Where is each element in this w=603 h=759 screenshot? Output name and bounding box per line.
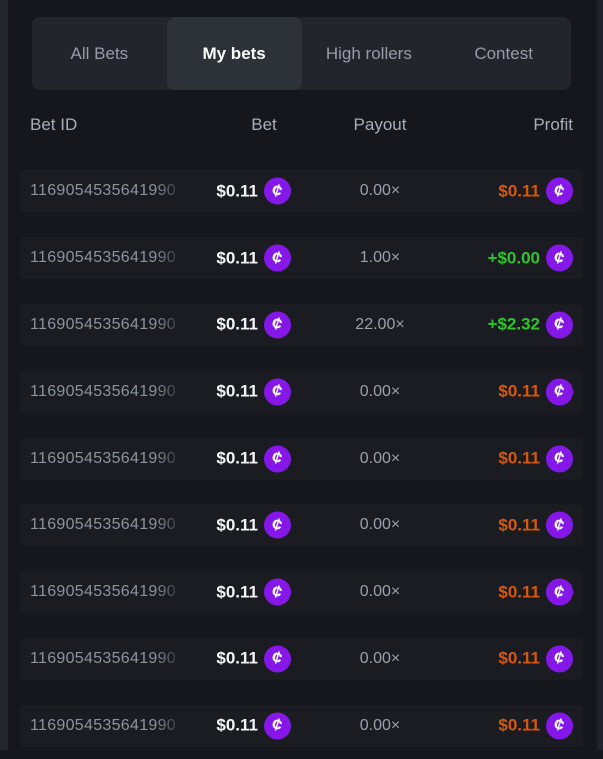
bet-amount: $0.11 ¢ [216, 511, 291, 539]
coin-icon: ¢ [546, 445, 573, 473]
profit-value: $0.11 [498, 448, 540, 468]
header-bet-id: Bet ID [30, 115, 78, 134]
bet-id: 1169054535641990 [30, 449, 185, 468]
coin-icon: ¢ [264, 712, 291, 740]
bet-id: 1169054535641990 [30, 382, 185, 401]
table-row[interactable]: 1169054535641990 $0.11 ¢ 0.00× $0.11 ¢ [0, 692, 603, 759]
bet-id: 1169054535641990 [30, 649, 185, 668]
bet-id: 1169054535641990 [30, 583, 185, 602]
table-row[interactable]: 1169054535641990 $0.11 ¢ 0.00× $0.11 ¢ [0, 626, 603, 693]
table-row[interactable]: 1169054535641990 $0.11 ¢ 1.00× +$0.00 ¢ [0, 225, 603, 292]
payout-multiplier: 22.00× [355, 315, 405, 333]
profit-value: $0.11 [498, 715, 540, 735]
table-row[interactable]: 1169054535641990 $0.11 ¢ 0.00× $0.11 ¢ [0, 559, 603, 626]
profit-amount: $0.11 ¢ [498, 511, 573, 539]
profit-value: $0.11 [498, 648, 540, 668]
coin-icon: ¢ [546, 177, 573, 205]
bet-id: 1169054535641990 [30, 315, 185, 334]
payout-multiplier: 0.00× [359, 182, 401, 200]
bet-amount: $0.11 ¢ [216, 445, 291, 473]
bet-id: 1169054535641990 [30, 716, 185, 735]
profit-amount: $0.11 ¢ [498, 378, 573, 406]
coin-icon: ¢ [546, 311, 573, 339]
coin-icon: ¢ [264, 511, 291, 539]
table-row[interactable]: 1169054535641990 $0.11 ¢ 0.00× $0.11 ¢ [0, 492, 603, 559]
payout-multiplier: 0.00× [359, 716, 401, 734]
table-row[interactable]: 1169054535641990 $0.11 ¢ 0.00× $0.11 ¢ [0, 358, 603, 425]
coin-icon: ¢ [264, 311, 291, 339]
profit-amount: $0.11 ¢ [498, 177, 573, 205]
bet-amount: $0.11 ¢ [216, 177, 291, 205]
coin-icon: ¢ [264, 445, 291, 473]
row-band [20, 437, 583, 480]
profit-amount: $0.11 ¢ [498, 578, 573, 606]
tab-all-bets[interactable]: All Bets [70, 43, 129, 63]
payout-multiplier: 0.00× [359, 449, 401, 467]
coin-icon: ¢ [546, 378, 573, 406]
bet-amount: $0.11 ¢ [216, 578, 291, 606]
coin-icon: ¢ [264, 378, 291, 406]
profit-value: +$0.00 [487, 248, 540, 268]
row-band [20, 303, 583, 346]
tab-contest[interactable]: Contest [474, 43, 533, 63]
profit-amount: $0.11 ¢ [498, 645, 573, 673]
payout-multiplier: 0.00× [359, 382, 401, 400]
row-band [20, 704, 583, 747]
header-profit: Profit [533, 115, 573, 134]
coin-icon: ¢ [264, 177, 291, 205]
bets-table-body: 1169054535641990 $0.11 ¢ 0.00× $0.11 ¢ 116… [0, 158, 603, 759]
bet-amount: $0.11 ¢ [216, 378, 291, 406]
tab-my-bets[interactable]: My bets [166, 17, 302, 90]
coin-icon: ¢ [264, 244, 291, 272]
profit-value: +$2.32 [487, 314, 540, 334]
row-band [20, 170, 583, 213]
row-band [20, 637, 583, 680]
coin-icon: ¢ [546, 712, 573, 740]
row-band [20, 571, 583, 614]
row-band [20, 237, 583, 280]
profit-value: $0.11 [498, 181, 540, 201]
profit-amount: +$0.00 ¢ [487, 244, 573, 272]
row-band [20, 370, 583, 413]
bet-id: 1169054535641990 [30, 182, 185, 201]
payout-multiplier: 1.00× [359, 249, 401, 267]
table-row[interactable]: 1169054535641990 $0.11 ¢ 0.00× $0.11 ¢ [0, 158, 603, 225]
profit-value: $0.11 [498, 381, 540, 401]
payout-multiplier: 0.00× [359, 516, 401, 534]
profit-amount: $0.11 ¢ [498, 712, 573, 740]
profit-value: $0.11 [498, 515, 540, 535]
coin-icon: ¢ [264, 645, 291, 673]
coin-icon: ¢ [546, 645, 573, 673]
coin-icon: ¢ [546, 244, 573, 272]
profit-amount: $0.11 ¢ [498, 445, 573, 473]
payout-multiplier: 0.00× [359, 583, 401, 601]
profit-value: $0.11 [498, 582, 540, 602]
header-payout: Payout [353, 115, 407, 134]
table-header: Bet ID Bet Payout Profit [0, 108, 603, 142]
bet-amount: $0.11 ¢ [216, 244, 291, 272]
bet-id: 1169054535641990 [30, 249, 185, 268]
bet-id: 1169054535641990 [30, 516, 185, 535]
bets-tabbar: All Bets My bets High rollers Contest [32, 17, 571, 90]
coin-icon: ¢ [546, 578, 573, 606]
table-row[interactable]: 1169054535641990 $0.11 ¢ 0.00× $0.11 ¢ [0, 425, 603, 492]
profit-amount: +$2.32 ¢ [487, 311, 573, 339]
coin-icon: ¢ [546, 511, 573, 539]
bet-amount: $0.11 ¢ [216, 712, 291, 740]
table-row[interactable]: 1169054535641990 $0.11 ¢ 22.00× +$2.32 ¢ [0, 292, 603, 359]
coin-icon: ¢ [264, 578, 291, 606]
header-bet: Bet [251, 115, 277, 134]
page-edge-right [597, 0, 603, 750]
payout-multiplier: 0.00× [359, 649, 401, 667]
row-band [20, 504, 583, 547]
page-edge-left [0, 0, 8, 750]
bet-amount: $0.11 ¢ [216, 645, 291, 673]
tab-high-rollers[interactable]: High rollers [325, 43, 412, 63]
bet-amount: $0.11 ¢ [216, 311, 291, 339]
